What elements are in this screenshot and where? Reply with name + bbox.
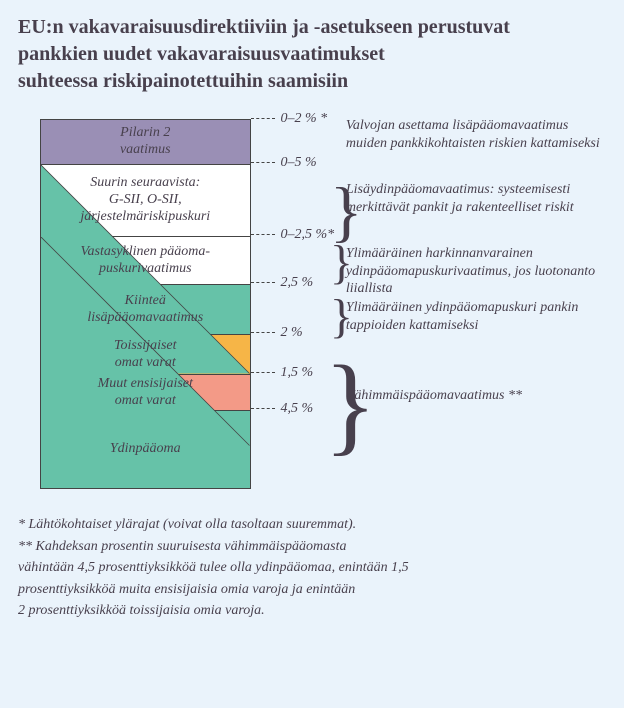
description-text: Lisäydinpääomavaatimus: systeemisesti me… [346,181,606,216]
chart-title: EU:n vakavaraisuusdirektiiviin ja -asetu… [18,14,606,95]
stack-column: Pilarin 2vaatimus Suurin seuraavista:G-SI… [40,119,251,489]
tick-label: 0–5 % [251,155,317,171]
tick-label: 0–2,5 %* [251,227,335,243]
footnote-line: * Lähtökohtaiset ylärajat (voivat olla t… [18,515,606,535]
tick-label: 0–2 % * [251,111,328,127]
segment-label: Suurin seuraavista:G-SII, O-SII,järjeste… [80,175,210,225]
tick-label: 2 % [251,325,303,341]
segment-label: Ydinpääoma [110,441,181,458]
segment-label: Kiinteälisäpääomavaatimus [87,293,203,327]
footnote-line: vähintään 4,5 prosenttiyksikköä tulee ol… [18,558,606,578]
segment-label: Toissijaisetomat varat [114,338,177,372]
description-text: Ylimääräinen ydinpääomapuskuri pankin ta… [346,299,606,334]
segment-label: Muut ensisijaisetomat varat [98,376,193,410]
footnotes: * Lähtökohtaiset ylärajat (voivat olla t… [18,515,606,621]
tick-label: 1,5 % [251,365,314,381]
footnote-line: 2 prosenttiyksikköä toissijaisia omia va… [18,601,606,621]
segment-gsii: Suurin seuraavista:G-SII, O-SII,järjeste… [41,164,250,236]
title-line: suhteessa riskipainotettuihin saamisiin [18,70,348,92]
diagram: Pilarin 2vaatimus Suurin seuraavista:G-SI… [18,119,606,489]
tick-label: 2,5 % [251,275,314,291]
description-text: Ylimääräinen harkinnanvarainen ydinpääom… [346,245,606,298]
tick-label: 4,5 % [251,401,314,417]
segment-label: Vastasyklinen pääoma-puskurivaatimus [81,244,210,278]
description-text: Vähimmäispääomavaatimus ** [346,387,526,405]
title-line: EU:n vakavaraisuusdirektiiviin ja -asetu… [18,16,510,38]
segment-label: Pilarin 2vaatimus [120,125,171,159]
title-line: pankkien uudet vakavaraisuusvaatimukset [18,43,385,65]
footnote-line: prosenttiyksikköä muita ensisijaisia omi… [18,580,606,600]
segment-vastasykl: Vastasyklinen pääoma-puskurivaatimus [41,236,250,284]
segment-pilar2: Pilarin 2vaatimus [41,120,250,164]
capital-stack: Pilarin 2vaatimus Suurin seuraavista:G-SI… [40,119,251,489]
description-column: Valvojan asettama lisäpääomavaatimus mui… [346,119,606,487]
description-text: Valvojan asettama lisäpääomavaatimus mui… [346,117,606,152]
footnote-line: ** Kahdeksan prosentin suuruisesta vähim… [18,537,606,557]
